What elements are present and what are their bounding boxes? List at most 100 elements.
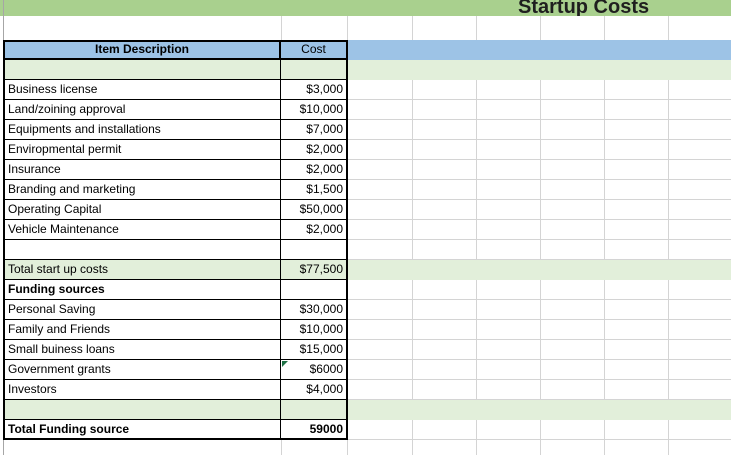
row-tail <box>348 80 731 100</box>
row-tail <box>348 400 731 420</box>
row-tail <box>348 240 731 260</box>
row-tail <box>348 280 731 300</box>
cost-cell[interactable] <box>281 280 348 300</box>
item-cell[interactable]: Government grants <box>3 360 281 380</box>
cost-value: $3,000 <box>306 82 343 96</box>
item-cell[interactable]: Personal Saving <box>3 300 281 320</box>
table-row: Total start up costs $77,500 <box>0 260 731 280</box>
item-cell[interactable] <box>3 60 281 80</box>
cost-cell[interactable]: $3,000 <box>281 80 348 100</box>
cost-cell[interactable]: $10,000 <box>281 320 348 340</box>
header-item-description[interactable]: Item Description <box>3 40 281 60</box>
item-cell[interactable] <box>3 240 281 260</box>
row-tail <box>348 140 731 160</box>
row-tail <box>348 180 731 200</box>
item-cell[interactable]: Total Funding source <box>3 420 281 440</box>
item-cell[interactable]: Branding and marketing <box>3 180 281 200</box>
table-row <box>0 240 731 260</box>
cost-cell[interactable]: $2,000 <box>281 160 348 180</box>
row-tail <box>348 320 731 340</box>
cost-value: $7,000 <box>306 122 343 136</box>
cost-cell[interactable] <box>281 60 348 80</box>
item-cell[interactable] <box>3 400 281 420</box>
table-row: Small buiness loans $15,000 <box>0 340 731 360</box>
error-marker-icon <box>282 361 288 367</box>
table-row <box>0 60 731 80</box>
cost-value: $50,000 <box>299 202 343 216</box>
cost-cell[interactable]: $30,000 <box>281 300 348 320</box>
row-tail <box>348 340 731 360</box>
sheet-title: Startup Costs <box>518 0 650 16</box>
cost-value: 59000 <box>309 422 343 436</box>
table-row: Land/zoining approval $10,000 <box>0 100 731 120</box>
row-tail <box>348 360 731 380</box>
table-row <box>0 400 731 420</box>
header-row-tail <box>348 40 731 60</box>
item-cell[interactable]: Investors <box>3 380 281 400</box>
table-row: Family and Friends $10,000 <box>0 320 731 340</box>
cost-value: $1,500 <box>306 182 343 196</box>
table-row: Insurance $2,000 <box>0 160 731 180</box>
cost-cell[interactable]: $15,000 <box>281 340 348 360</box>
item-cell[interactable]: Vehicle Maintenance <box>3 220 281 240</box>
cost-value: $2,000 <box>306 222 343 236</box>
cost-value: $4,000 <box>306 382 343 396</box>
item-cell[interactable]: Insurance <box>3 160 281 180</box>
cost-value: $77,500 <box>299 262 343 276</box>
table-row: Operating Capital $50,000 <box>0 200 731 220</box>
item-cell[interactable]: Total start up costs <box>3 260 281 280</box>
table-body: Business license $3,000 Land/zoining appro… <box>0 60 731 440</box>
cost-cell[interactable]: $7,000 <box>281 120 348 140</box>
cost-cell[interactable]: $50,000 <box>281 200 348 220</box>
cost-value: $2,000 <box>306 142 343 156</box>
cost-value: $6000 <box>309 362 343 376</box>
cost-cell[interactable]: $4,000 <box>281 380 348 400</box>
item-cell[interactable]: Operating Capital <box>3 200 281 220</box>
cost-cell[interactable]: $2,000 <box>281 140 348 160</box>
cost-value: $10,000 <box>299 102 343 116</box>
table-row: Investors $4,000 <box>0 380 731 400</box>
table-row: Equipments and installations $7,000 <box>0 120 731 140</box>
item-cell[interactable]: Land/zoining approval <box>3 100 281 120</box>
cost-cell[interactable] <box>281 400 348 420</box>
item-cell[interactable]: Small buiness loans <box>3 340 281 360</box>
row-tail <box>348 200 731 220</box>
row-tail <box>348 260 731 280</box>
header-cost[interactable]: Cost <box>281 40 348 60</box>
cost-cell[interactable]: $1,500 <box>281 180 348 200</box>
cost-cell[interactable]: $10,000 <box>281 100 348 120</box>
row-tail <box>348 160 731 180</box>
row-tail <box>348 300 731 320</box>
table-row: Personal Saving $30,000 <box>0 300 731 320</box>
table-row: Enviropmental permit $2,000 <box>0 140 731 160</box>
item-cell[interactable]: Business license <box>3 80 281 100</box>
cost-value: $10,000 <box>299 322 343 336</box>
table-row: Vehicle Maintenance $2,000 <box>0 220 731 240</box>
table-row: Government grants $6000 <box>0 360 731 380</box>
row-tail <box>348 420 731 440</box>
table-row: Total Funding source 59000 <box>0 420 731 440</box>
table-row: Funding sources <box>0 280 731 300</box>
row-tail <box>348 100 731 120</box>
cost-value: $2,000 <box>306 162 343 176</box>
item-cell[interactable]: Equipments and installations <box>3 120 281 140</box>
row-tail <box>348 220 731 240</box>
item-cell[interactable]: Funding sources <box>3 280 281 300</box>
table-row: Branding and marketing $1,500 <box>0 180 731 200</box>
empty-row-bottom[interactable] <box>0 440 731 455</box>
cost-cell[interactable]: 59000 <box>281 420 348 440</box>
cost-cell[interactable] <box>281 240 348 260</box>
empty-row-top[interactable] <box>0 16 731 40</box>
title-banner: Startup Costs <box>0 0 731 16</box>
cost-cell[interactable]: $77,500 <box>281 260 348 280</box>
cost-cell[interactable]: $2,000 <box>281 220 348 240</box>
table-header-row: Item Description Cost <box>0 40 731 60</box>
table-row: Business license $3,000 <box>0 80 731 100</box>
item-cell[interactable]: Family and Friends <box>3 320 281 340</box>
row-tail <box>348 120 731 140</box>
cost-value: $30,000 <box>299 302 343 316</box>
item-cell[interactable]: Enviropmental permit <box>3 140 281 160</box>
cost-value: $15,000 <box>299 342 343 356</box>
cost-cell[interactable]: $6000 <box>281 360 348 380</box>
